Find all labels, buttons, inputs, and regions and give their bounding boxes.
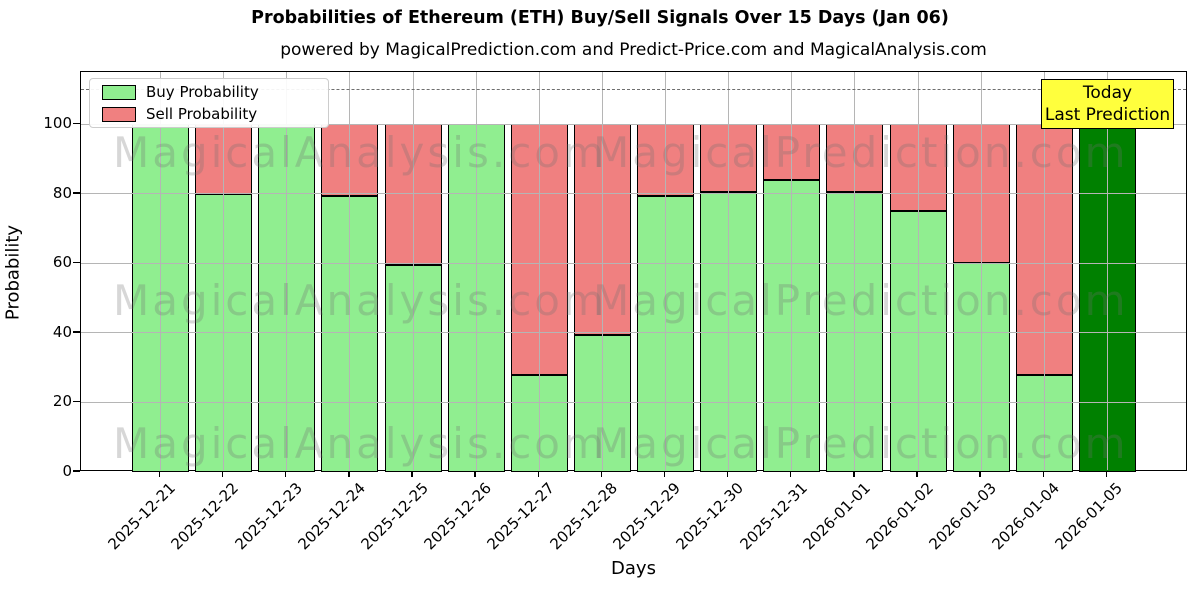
gridline-v-2026-01-05: [1106, 72, 1108, 470]
x-tick-mark: [285, 471, 287, 477]
gridline-v-2025-12-30: [728, 72, 730, 470]
gridline-v-2025-12-26: [475, 72, 477, 470]
watermark-right-row2: MagicalPrediction.com: [593, 276, 1129, 325]
x-tick-label-2026-01-05: 2026-01-05: [1051, 479, 1127, 554]
x-tick-mark: [1105, 471, 1108, 477]
x-tick-label-2025-12-23: 2025-12-23: [231, 479, 306, 554]
x-tick-label-2026-01-01: 2026-01-01: [799, 479, 874, 554]
x-tick-label-2025-12-30: 2025-12-30: [673, 479, 748, 554]
y-tick-mark: [73, 331, 80, 333]
y-tick-label-0: 0: [62, 462, 72, 480]
today-annotation-line1: Today: [1082, 83, 1133, 103]
gridline-v-2025-12-24: [349, 72, 351, 470]
gridline-v-2025-12-25: [412, 72, 414, 470]
gridline-v-2025-12-28: [601, 72, 603, 470]
y-tick-mark: [73, 261, 80, 264]
x-tick-mark: [411, 471, 413, 477]
chart-title: Probabilities of Ethereum (ETH) Buy/Sell…: [251, 8, 949, 28]
x-tick-label-2025-12-26: 2025-12-26: [420, 479, 495, 554]
x-tick-mark: [979, 471, 981, 477]
x-tick-label-2026-01-02: 2026-01-02: [862, 479, 937, 554]
legend-sell-label: Sell Probability: [146, 105, 258, 123]
gridline-h-20: [81, 401, 1186, 403]
x-tick-label-2025-12-28: 2025-12-28: [546, 479, 622, 554]
gridline-v-2026-01-02: [917, 72, 919, 470]
gridline-v-2025-12-22: [223, 72, 225, 470]
x-tick-mark: [916, 471, 918, 477]
gridline-v-2026-01-01: [854, 72, 856, 470]
x-axis-label: Days: [611, 558, 656, 579]
y-tick-mark: [73, 122, 80, 125]
legend-item-sell: Sell Probability: [90, 105, 328, 123]
y-tick-label-40: 40: [52, 322, 72, 341]
gridline-v-2026-01-03: [980, 72, 982, 470]
x-tick-label-2025-12-21: 2025-12-21: [104, 479, 180, 554]
x-tick-label-2025-12-25: 2025-12-25: [357, 479, 432, 554]
today-annotation-line2: Last Prediction: [1044, 105, 1171, 125]
chart-subtitle: powered by MagicalPrediction.com and Pre…: [280, 40, 987, 60]
legend: Buy Probability Sell Probability: [89, 78, 329, 128]
gridline-h-40: [81, 332, 1186, 334]
x-tick-mark: [790, 471, 792, 477]
buy-swatch-icon: [102, 84, 136, 100]
today-annotation: Today Last Prediction: [1041, 79, 1174, 129]
sell-swatch-icon: [102, 106, 136, 122]
x-tick-mark: [348, 471, 350, 477]
y-tick-mark: [73, 400, 80, 403]
gridline-v-2025-12-29: [665, 72, 667, 470]
y-tick-mark: [73, 470, 80, 472]
watermark-left-row2: MagicalAnalysis.com: [113, 276, 607, 325]
y-tick-label-80: 80: [52, 183, 72, 202]
y-tick-mark: [73, 192, 80, 194]
watermark-right-row1: MagicalPrediction.com: [593, 128, 1129, 177]
x-tick-label-2026-01-03: 2026-01-03: [925, 479, 1000, 554]
x-tick-label-2025-12-27: 2025-12-27: [483, 479, 559, 554]
y-tick-label-60: 60: [52, 253, 72, 272]
x-tick-mark: [221, 471, 224, 477]
gridline-h-60: [81, 262, 1186, 264]
dashed-threshold-line: [81, 88, 1186, 90]
gridline-v-2026-01-04: [1043, 72, 1045, 470]
gridline-h-80: [81, 193, 1186, 195]
x-tick-label-2025-12-31: 2025-12-31: [736, 479, 811, 554]
watermark-left-row3: MagicalAnalysis.com: [113, 419, 607, 468]
x-tick-mark: [600, 471, 603, 477]
gridline-h-100: [81, 123, 1186, 125]
watermark-left-row1: MagicalAnalysis.com: [113, 128, 607, 177]
plot-area: Buy Probability Sell Probability Today L…: [80, 71, 1187, 472]
gridline-v-2025-12-31: [791, 72, 793, 470]
x-tick-label-2025-12-24: 2025-12-24: [294, 479, 369, 554]
gridline-v-2025-12-23: [286, 72, 288, 470]
y-axis-label: Probability: [2, 224, 24, 321]
y-tick-label-100: 100: [43, 114, 72, 133]
legend-buy-label: Buy Probability: [146, 83, 259, 101]
y-tick-label-20: 20: [52, 392, 72, 411]
gridline-v-2025-12-27: [538, 72, 540, 470]
x-tick-mark: [853, 471, 855, 477]
x-tick-mark: [537, 471, 539, 477]
watermark-right-row3: MagicalPrediction.com: [593, 419, 1129, 468]
gridline-v-2025-12-21: [160, 72, 161, 470]
x-tick-mark: [474, 471, 476, 477]
x-tick-label-2025-12-22: 2025-12-22: [167, 479, 243, 554]
x-tick-mark: [726, 471, 729, 477]
legend-item-buy: Buy Probability: [90, 83, 328, 101]
x-tick-mark: [158, 471, 161, 477]
x-tick-label-2026-01-04: 2026-01-04: [988, 479, 1064, 554]
x-tick-mark: [1042, 471, 1044, 477]
x-tick-mark: [663, 471, 666, 477]
